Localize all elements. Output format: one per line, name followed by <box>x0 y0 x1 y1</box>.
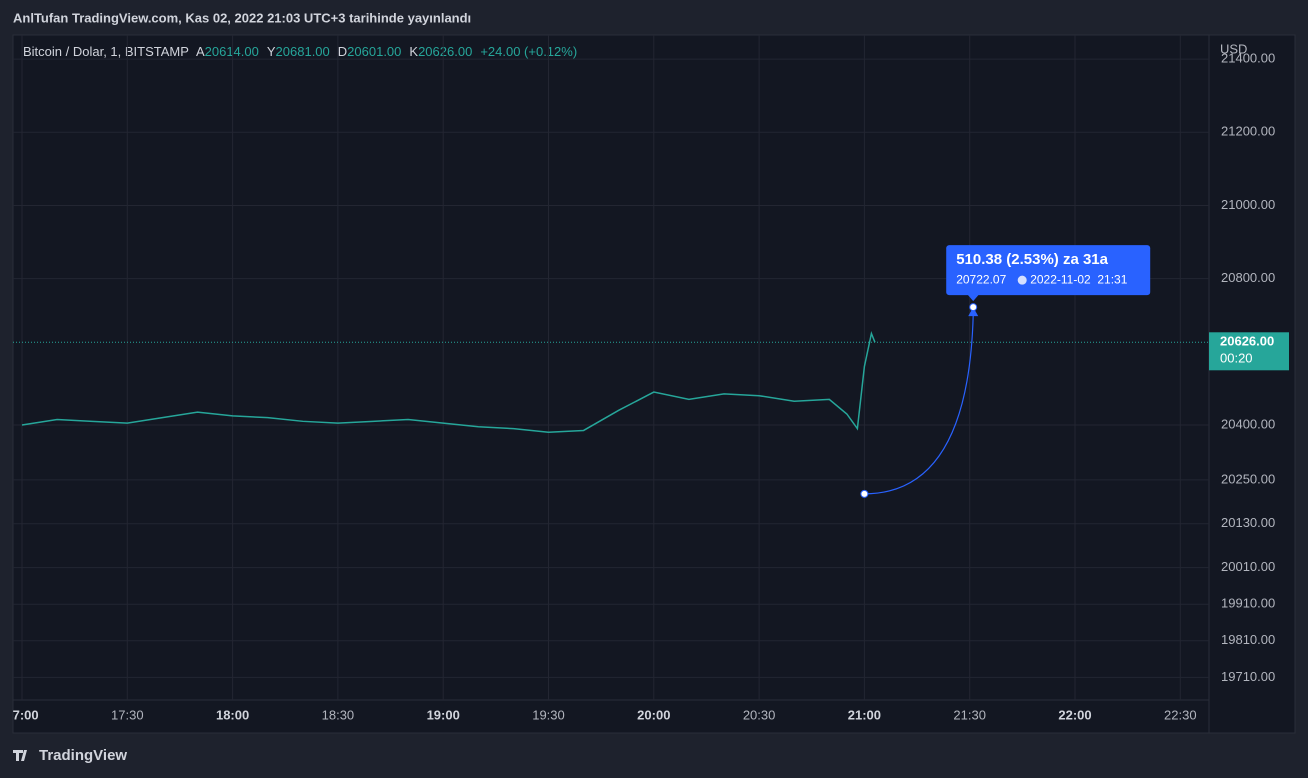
open: 20614.00 <box>205 44 259 59</box>
x-tick-label: 22:00 <box>1058 707 1091 722</box>
countdown: 00:20 <box>1220 351 1253 366</box>
low: 20601.00 <box>347 44 401 59</box>
published-note: AnlTufan TradingView.com, Kas 02, 2022 2… <box>13 10 471 25</box>
change: +24.00 (+0.12%) <box>480 44 577 59</box>
x-tick-label: 18:00 <box>216 707 249 722</box>
currency: USD <box>1220 41 1247 56</box>
clock-icon <box>1017 275 1027 285</box>
y-tick-label: 20400.00 <box>1221 416 1275 431</box>
y-tick-label: 21200.00 <box>1221 124 1275 139</box>
last-price-label: 20626.00 <box>1220 334 1274 349</box>
low-key: D <box>338 44 347 59</box>
y-tick-label: 20250.00 <box>1221 471 1275 486</box>
projection-date: 2022-11-02 21:31 <box>1030 272 1128 286</box>
projection-start <box>860 489 869 498</box>
projection-pointer <box>967 294 980 302</box>
high: 20681.00 <box>276 44 330 59</box>
symbol: Bitcoin / Dolar, 1, BITSTAMP <box>23 44 188 59</box>
last-price-box <box>1209 332 1289 371</box>
time-axis: 17:00 17:30 18:00 18:30 19:00 19:30 20:00 20:30… <box>5 707 1197 722</box>
logo: TradingView <box>39 747 127 764</box>
close: 20626.00 <box>418 44 472 59</box>
y-tick-label: 19810.00 <box>1221 632 1275 647</box>
y-tick-label: 21400.00 <box>1221 51 1275 66</box>
projection-label: 510.38 (2.53%) za 31a <box>956 251 1108 268</box>
y-tick-label: 21000.00 <box>1221 197 1275 212</box>
x-tick-label: 19:30 <box>532 707 565 722</box>
x-tick-label: 22:30 <box>1164 707 1197 722</box>
projection-price: 20722.07 <box>956 272 1006 286</box>
projection-box <box>946 245 1151 296</box>
plot-area <box>13 35 1209 700</box>
open-key: A <box>196 44 205 59</box>
x-tick-label: 17:30 <box>111 707 144 722</box>
x-tick-label: 19:00 <box>427 707 460 722</box>
x-tick-label: 21:30 <box>953 707 986 722</box>
projection-end <box>969 303 978 312</box>
x-tick-label: 20:30 <box>743 707 776 722</box>
y-tick-label: 20800.00 <box>1221 270 1275 285</box>
projection-arrow <box>968 307 979 317</box>
x-tick-label: 21:00 <box>848 707 881 722</box>
high-key: Y <box>267 44 276 59</box>
legend: Bitcoin / Dolar, 1, BITSTAMP A20614.00 Y20… <box>23 44 577 59</box>
x-tick-label: 20:00 <box>637 707 670 722</box>
projection-arc <box>864 315 974 495</box>
y-tick-label: 20010.00 <box>1221 559 1275 574</box>
close-key: K <box>409 44 418 59</box>
x-tick-label: 18:30 <box>322 707 355 722</box>
y-tick-label: 20130.00 <box>1221 515 1275 530</box>
y-tick-label: 19710.00 <box>1221 669 1275 684</box>
logo-icon <box>13 750 27 761</box>
x-tick-label: 17:00 <box>5 707 38 722</box>
price-line <box>21 330 876 434</box>
y-tick-label: 19910.00 <box>1221 596 1275 611</box>
